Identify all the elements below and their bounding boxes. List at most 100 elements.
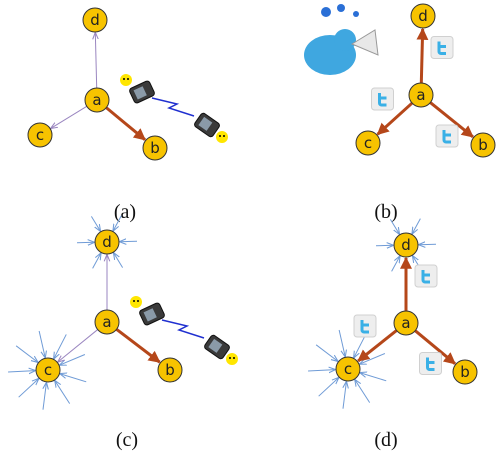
smiley-eye	[223, 135, 225, 137]
caption: (a)	[114, 201, 136, 223]
smiley	[130, 296, 142, 308]
incoming-edge	[360, 373, 387, 382]
incoming-edge	[54, 334, 67, 358]
tweet-t	[421, 270, 430, 284]
incoming-edge	[113, 215, 122, 231]
node	[355, 130, 381, 156]
call-edge	[115, 328, 161, 364]
node-label: c	[44, 361, 52, 379]
incoming-edge	[18, 379, 39, 398]
node-label: b	[478, 136, 488, 154]
social-edge	[95, 33, 96, 89]
smiley	[216, 131, 228, 143]
node-label: a	[416, 86, 425, 104]
icon-bubble	[353, 11, 359, 17]
incoming-edge	[60, 354, 86, 364]
incoming-edge	[92, 253, 101, 269]
retweet-edge	[376, 101, 414, 136]
node	[94, 229, 120, 255]
phone-icon	[194, 112, 220, 138]
node	[410, 3, 436, 29]
phone-icon	[139, 302, 165, 326]
smiley-eye	[219, 135, 221, 137]
tweet-t	[442, 130, 451, 144]
node	[142, 135, 168, 161]
node-label: b	[460, 363, 470, 381]
smiley-eye	[137, 300, 139, 302]
node	[335, 356, 361, 382]
node-label: a	[102, 313, 111, 331]
node-label: d	[418, 7, 428, 25]
incoming-edge	[412, 218, 421, 234]
icon-bubble	[321, 7, 331, 17]
bird-head	[334, 29, 356, 51]
icon-bubble	[337, 4, 345, 12]
caption: (c)	[116, 429, 138, 451]
node	[393, 232, 419, 258]
node	[452, 359, 478, 385]
incoming-edge	[308, 370, 335, 371]
phone-screen	[143, 308, 157, 322]
incoming-edge	[389, 219, 399, 234]
smiley-eye	[133, 300, 135, 302]
node-label: b	[165, 361, 175, 379]
tweet-t	[426, 357, 435, 371]
caption: (b)	[374, 201, 397, 223]
node	[157, 357, 183, 383]
incoming-edge	[60, 374, 87, 383]
node-label: d	[401, 236, 411, 254]
caption: (d)	[374, 429, 397, 451]
node-label: a	[401, 314, 410, 332]
incoming-edge	[114, 253, 124, 268]
smiley-eye	[229, 357, 231, 359]
incoming-edge	[43, 383, 46, 410]
node-label: c	[344, 360, 352, 378]
incoming-edge	[318, 378, 339, 397]
node-label: d	[90, 11, 100, 29]
node-label: b	[150, 139, 160, 157]
retweet-edge	[429, 101, 474, 139]
signal	[161, 319, 205, 339]
incoming-edge	[38, 330, 45, 357]
tweet-t	[378, 93, 387, 107]
node	[408, 82, 434, 108]
node	[470, 132, 496, 158]
phone-icon	[204, 334, 230, 360]
social-edge	[58, 329, 99, 362]
incoming-edge	[338, 329, 345, 356]
smiley	[226, 353, 238, 365]
phone-icon	[129, 80, 155, 104]
node	[393, 310, 419, 336]
social-edge	[51, 105, 88, 128]
retweet-edge	[357, 329, 398, 363]
incoming-edge	[360, 353, 386, 363]
smiley-eye	[233, 357, 235, 359]
node	[27, 122, 53, 148]
node-label: c	[36, 126, 44, 144]
node-label: c	[364, 134, 372, 152]
retweet-edge	[414, 329, 456, 365]
smiley-eye	[123, 78, 125, 80]
incoming-edge	[90, 216, 100, 231]
phone-screen	[208, 338, 223, 353]
node	[82, 7, 108, 33]
incoming-edge	[315, 344, 338, 361]
phone-screen	[198, 116, 213, 131]
node	[84, 87, 110, 113]
incoming-edge	[55, 381, 71, 404]
node	[94, 309, 120, 335]
node-label: a	[92, 91, 101, 109]
incoming-edge	[343, 382, 346, 409]
tweet-t	[360, 320, 369, 334]
retweet-edge	[416, 27, 429, 84]
incoming-edge	[355, 380, 371, 403]
smiley-eye	[127, 78, 129, 80]
node	[35, 357, 61, 383]
tweet-t	[437, 41, 446, 55]
node-label: d	[102, 233, 112, 251]
phone-screen	[133, 86, 147, 100]
smiley	[120, 74, 132, 86]
incoming-edge	[391, 256, 400, 272]
call-edge	[105, 106, 146, 141]
